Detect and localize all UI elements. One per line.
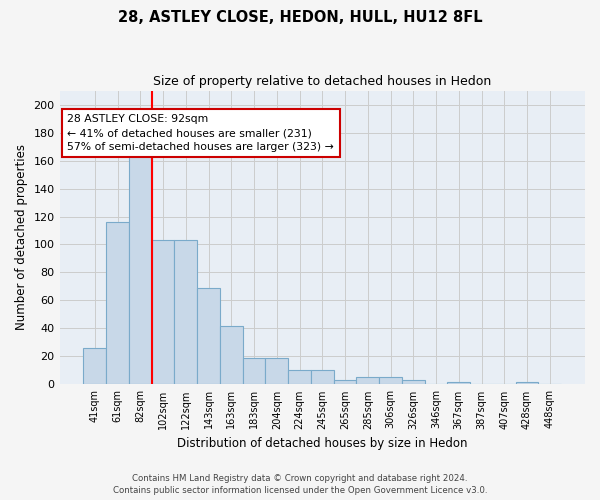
Bar bbox=[106, 222, 129, 384]
Bar bbox=[334, 380, 356, 384]
Title: Size of property relative to detached houses in Hedon: Size of property relative to detached ho… bbox=[153, 75, 491, 88]
Bar bbox=[83, 348, 106, 385]
Text: 28, ASTLEY CLOSE, HEDON, HULL, HU12 8FL: 28, ASTLEY CLOSE, HEDON, HULL, HU12 8FL bbox=[118, 10, 482, 25]
Text: 28 ASTLEY CLOSE: 92sqm
← 41% of detached houses are smaller (231)
57% of semi-de: 28 ASTLEY CLOSE: 92sqm ← 41% of detached… bbox=[67, 114, 334, 152]
Bar bbox=[242, 358, 265, 384]
Bar bbox=[175, 240, 197, 384]
Bar bbox=[402, 380, 425, 384]
Bar bbox=[448, 382, 470, 384]
Bar bbox=[515, 382, 538, 384]
Text: Contains HM Land Registry data © Crown copyright and database right 2024.
Contai: Contains HM Land Registry data © Crown c… bbox=[113, 474, 487, 495]
Y-axis label: Number of detached properties: Number of detached properties bbox=[15, 144, 28, 330]
Bar bbox=[379, 378, 402, 384]
Bar bbox=[220, 326, 242, 384]
Bar bbox=[197, 288, 220, 384]
Bar bbox=[265, 358, 288, 384]
Bar bbox=[356, 378, 379, 384]
Bar bbox=[311, 370, 334, 384]
X-axis label: Distribution of detached houses by size in Hedon: Distribution of detached houses by size … bbox=[177, 437, 467, 450]
Bar bbox=[129, 156, 152, 384]
Bar bbox=[152, 240, 175, 384]
Bar bbox=[288, 370, 311, 384]
